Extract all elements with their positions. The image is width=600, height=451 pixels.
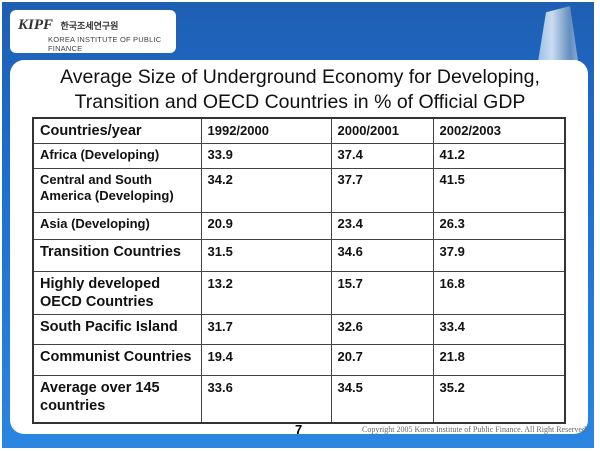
- table-row: South Pacific Island 31.7 32.6 33.4: [32, 314, 566, 345]
- country-cell: Highly developed OECD Countries: [32, 271, 202, 315]
- value-cell: 33.6: [200, 375, 332, 423]
- value-cell: 41.2: [432, 143, 566, 169]
- table-row: Africa (Developing) 33.9 37.4 41.2: [32, 143, 566, 169]
- table-row: Central and South America (Developing) 34…: [32, 168, 566, 213]
- value-cell: 33.4: [432, 314, 566, 345]
- value-cell: 23.4: [330, 212, 434, 240]
- value-cell: 15.7: [330, 271, 434, 315]
- value-cell: 26.3: [432, 212, 566, 240]
- header-cell: 2000/2001: [330, 117, 434, 144]
- value-cell: 13.2: [200, 271, 332, 315]
- value-cell: 35.2: [432, 375, 566, 423]
- country-cell: Africa (Developing): [32, 143, 202, 169]
- data-table: Countries/year 1992/2000 2000/2001 2002/…: [32, 117, 566, 424]
- table-row: Highly developed OECD Countries 13.2 15.7 1…: [32, 271, 566, 315]
- value-cell: 34.5: [330, 375, 434, 423]
- logo: KIPF 한국조세연구원 KOREA INSTITUTE OF PUBLIC F…: [10, 10, 176, 53]
- table-row: Average over 145 countries 33.6 34.5 35.2: [32, 375, 566, 423]
- country-cell: South Pacific Island: [32, 314, 202, 345]
- logo-english: KOREA INSTITUTE OF PUBLIC FINANCE: [48, 35, 162, 53]
- table-row: Asia (Developing) 20.9 23.4 26.3: [32, 212, 566, 240]
- value-cell: 19.4: [200, 344, 332, 376]
- copyright: Copyright 2005 Korea Institute of Public…: [362, 425, 588, 434]
- building-image: [537, 6, 579, 68]
- value-cell: 37.7: [330, 168, 434, 213]
- country-cell: Asia (Developing): [32, 212, 202, 240]
- country-cell: Average over 145 countries: [32, 375, 202, 423]
- value-cell: 20.9: [200, 212, 332, 240]
- value-cell: 34.2: [200, 168, 332, 213]
- value-cell: 21.8: [432, 344, 566, 376]
- country-cell: Transition Countries: [32, 239, 202, 272]
- value-cell: 37.9: [432, 239, 566, 272]
- table-row: Transition Countries 31.5 34.6 37.9: [32, 239, 566, 272]
- title-line-2: Transition and OECD Countries in % of Of…: [74, 91, 526, 113]
- page-number: 7: [295, 422, 303, 437]
- logo-mark: KIPF: [18, 17, 54, 33]
- country-cell: Central and South America (Developing): [32, 168, 202, 213]
- value-cell: 37.4: [330, 143, 434, 169]
- title-line-1: Average Size of Underground Economy for …: [60, 66, 540, 88]
- header-cell: 1992/2000: [200, 117, 332, 144]
- value-cell: 34.6: [330, 239, 434, 272]
- value-cell: 31.5: [200, 239, 332, 272]
- country-cell: Communist Countries: [32, 344, 202, 376]
- table-header-row: Countries/year 1992/2000 2000/2001 2002/…: [32, 117, 566, 144]
- value-cell: 16.8: [432, 271, 566, 315]
- value-cell: 41.5: [432, 168, 566, 213]
- value-cell: 20.7: [330, 344, 434, 376]
- value-cell: 32.6: [330, 314, 434, 345]
- header-cell: Countries/year: [32, 117, 202, 144]
- slide-title: Average Size of Underground Economy for …: [0, 65, 600, 115]
- header-cell: 2002/2003: [432, 117, 566, 144]
- table-row: Communist Countries 19.4 20.7 21.8: [32, 344, 566, 376]
- value-cell: 33.9: [200, 143, 332, 169]
- value-cell: 31.7: [200, 314, 332, 345]
- logo-korean: 한국조세연구원: [60, 21, 119, 31]
